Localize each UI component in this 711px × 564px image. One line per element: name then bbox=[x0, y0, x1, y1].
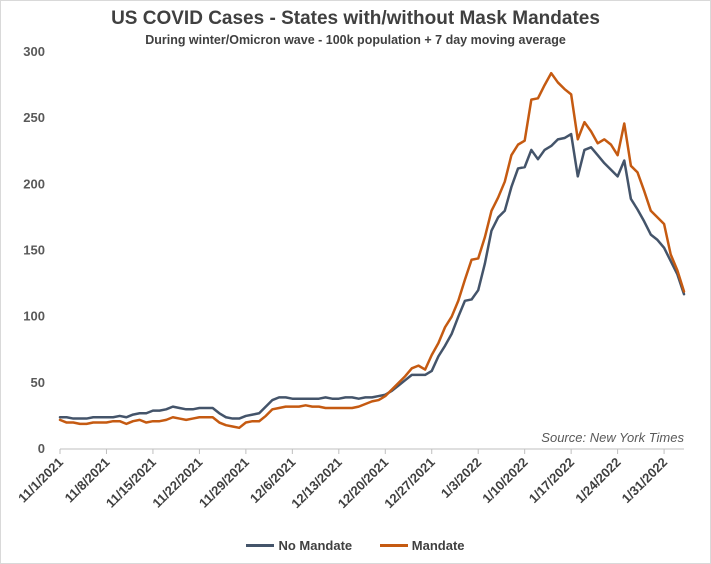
x-tick-label: 1/24/2022 bbox=[572, 455, 624, 507]
legend-swatch-mandate bbox=[379, 544, 408, 547]
legend-item-no-mandate: No Mandate bbox=[246, 538, 352, 553]
y-tick-label: 100 bbox=[23, 309, 45, 324]
y-tick-label: 200 bbox=[23, 176, 45, 191]
x-tick-label: 11/1/2021 bbox=[15, 455, 66, 506]
y-tick-label: 150 bbox=[23, 243, 45, 258]
legend-label-mandate: Mandate bbox=[411, 538, 465, 553]
y-tick-label: 250 bbox=[23, 110, 45, 125]
chart-subtitle: During winter/Omicron wave - 100k popula… bbox=[145, 33, 566, 47]
legend-swatch-no-mandate bbox=[246, 544, 275, 547]
legend-item-mandate: Mandate bbox=[379, 538, 465, 553]
x-tick-label: 1/17/2022 bbox=[526, 455, 578, 507]
x-tick-label: 1/10/2022 bbox=[479, 455, 531, 507]
y-tick-label: 50 bbox=[31, 375, 45, 390]
x-tick-label: 11/29/2021 bbox=[196, 455, 252, 511]
y-tick-label: 300 bbox=[23, 44, 45, 59]
x-tick-label: 12/27/2021 bbox=[381, 455, 438, 512]
chart-title: US COVID Cases - States with/without Mas… bbox=[111, 8, 600, 29]
series-line-no-mandate bbox=[58, 132, 686, 420]
x-tick-label: 1/31/2022 bbox=[619, 455, 671, 507]
source-note: Source: New York Times bbox=[541, 430, 684, 445]
x-tick-label: 1/3/2022 bbox=[438, 455, 484, 501]
y-tick-label: 0 bbox=[38, 441, 45, 456]
series-line-mandate bbox=[58, 71, 686, 430]
legend-label-no-mandate: No Mandate bbox=[278, 538, 353, 553]
chart-legend: No Mandate Mandate bbox=[0, 535, 711, 553]
